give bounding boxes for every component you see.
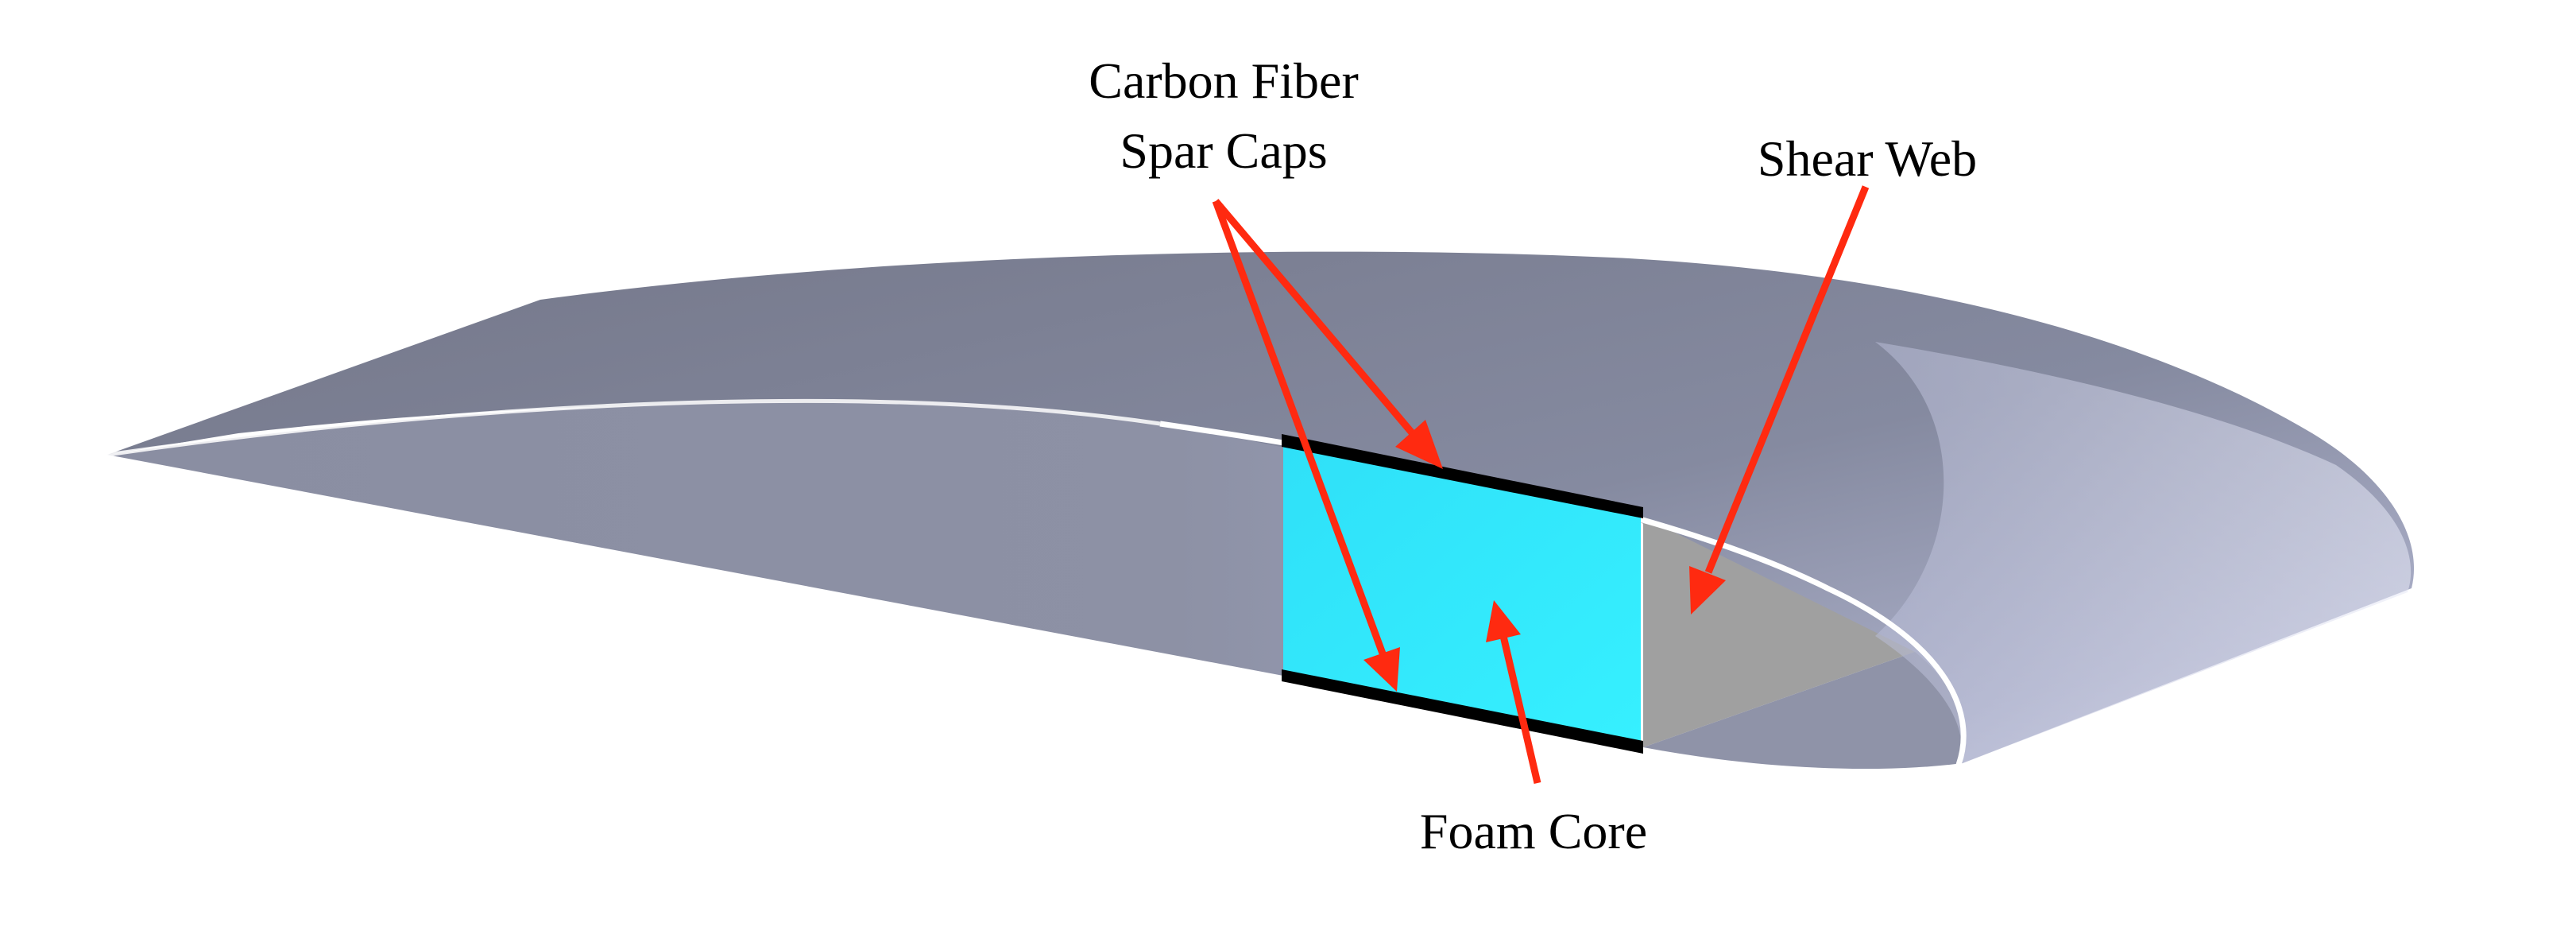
foam-core xyxy=(1283,442,1641,746)
arrow-spar-cap-top xyxy=(1213,199,1443,469)
arrow-group xyxy=(1212,185,1870,785)
shear-web xyxy=(1643,517,1915,747)
arrow-shear-web xyxy=(1689,185,1870,615)
wing-lower-surface xyxy=(107,402,1637,747)
nose-lower-skin xyxy=(1643,652,1965,770)
label-spar-caps-line1: Carbon Fiber xyxy=(1089,52,1359,109)
label-foam-core: Foam Core xyxy=(1419,803,1648,859)
arrow-foam-core xyxy=(1486,600,1541,785)
label-spar-caps-line2: Spar Caps xyxy=(1120,122,1328,179)
wing-upper-surface xyxy=(107,251,2415,763)
label-shear-web: Shear Web xyxy=(1757,130,1978,187)
arrow-spar-cap-bottom xyxy=(1212,200,1400,692)
spar-cap-bottom xyxy=(1282,669,1643,754)
label-carbon-fiber-spar-caps: Carbon Fiber Spar Caps xyxy=(1033,46,1414,186)
leading-edge-nose xyxy=(1875,342,2412,765)
wing-edge-highlight xyxy=(106,398,1161,457)
spar-cap-top xyxy=(1282,434,1643,518)
